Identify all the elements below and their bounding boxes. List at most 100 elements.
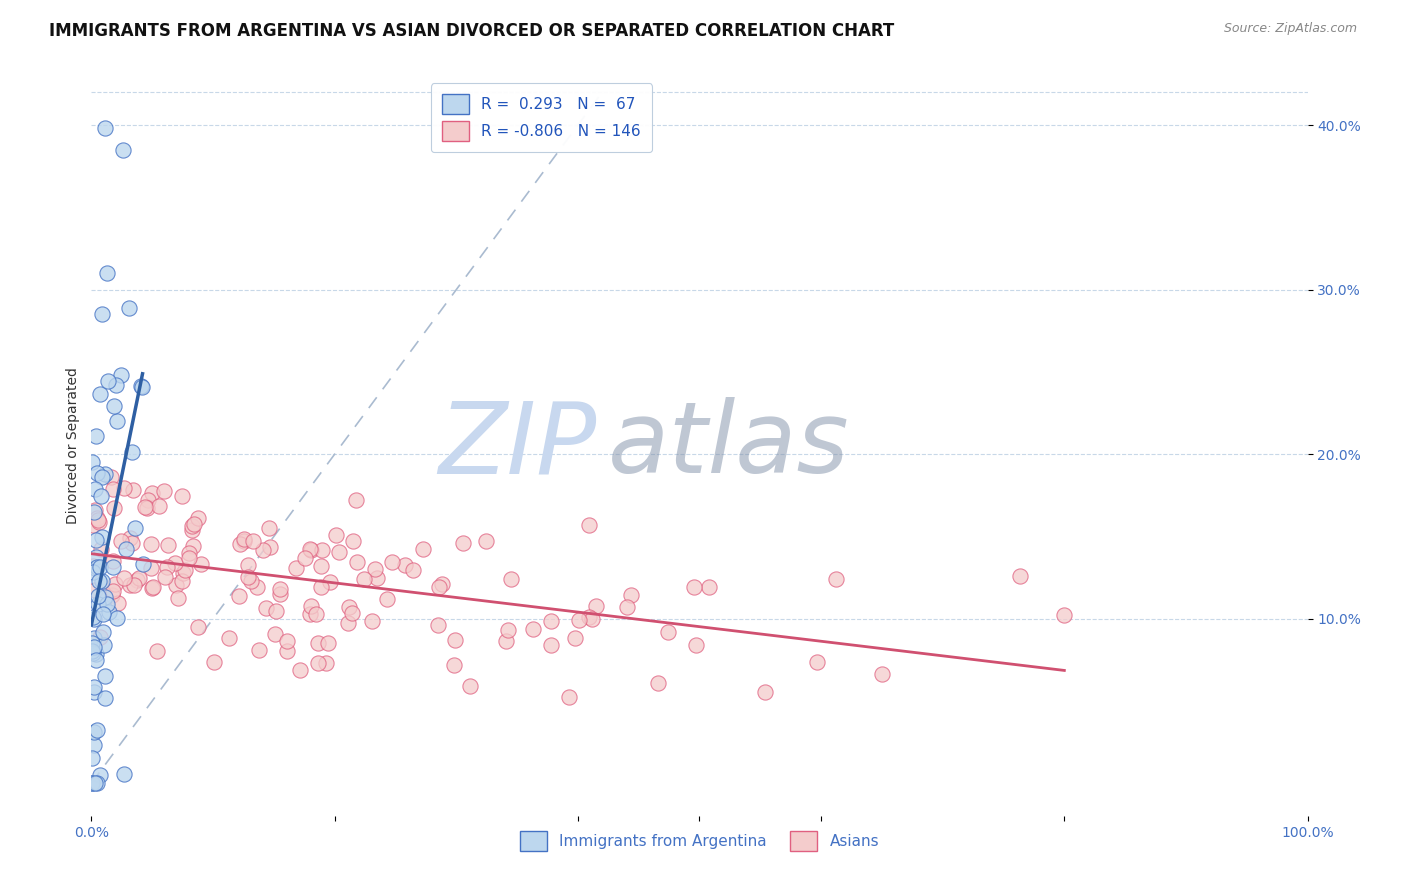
Point: [82, 609, 104, 624]
Point: [98, 605, 121, 619]
Point: [89, 515, 111, 529]
Point: [80, 750, 103, 764]
Point: [430, 577, 453, 591]
Point: [166, 591, 188, 605]
Point: [311, 543, 333, 558]
Point: [83, 583, 105, 598]
Text: Source: ZipAtlas.com: Source: ZipAtlas.com: [1223, 22, 1357, 36]
Point: [585, 599, 607, 613]
Point: [443, 657, 465, 672]
Point: [754, 685, 776, 699]
Point: [307, 656, 329, 670]
Point: [107, 414, 129, 428]
Point: [616, 600, 638, 615]
Point: [346, 555, 368, 569]
Point: [86, 466, 108, 480]
Point: [87, 597, 110, 611]
Point: [125, 573, 148, 587]
Point: [136, 493, 159, 508]
Point: [112, 571, 135, 585]
Point: [259, 540, 281, 554]
Point: [402, 563, 425, 577]
Point: [187, 620, 209, 634]
Point: [117, 301, 139, 315]
Point: [340, 606, 363, 620]
Point: [264, 626, 287, 640]
Point: [315, 657, 337, 671]
Point: [93, 638, 115, 652]
Text: atlas: atlas: [609, 398, 849, 494]
Point: [107, 596, 129, 610]
Point: [94, 121, 117, 136]
Point: [87, 574, 110, 588]
Point: [190, 557, 212, 571]
Point: [124, 521, 146, 535]
Point: [84, 653, 107, 667]
Point: [94, 669, 117, 683]
Point: [697, 580, 720, 594]
Point: [94, 590, 117, 604]
Point: [80, 776, 103, 790]
Point: [1053, 608, 1076, 623]
Point: [86, 511, 108, 525]
Point: [475, 533, 498, 548]
Point: [180, 523, 202, 537]
Point: [82, 776, 104, 790]
Point: [101, 554, 124, 568]
Point: [581, 612, 603, 626]
Point: [129, 379, 152, 393]
Point: [269, 582, 291, 596]
Point: [522, 622, 544, 636]
Legend: Immigrants from Argentina, Asians: Immigrants from Argentina, Asians: [513, 825, 886, 856]
Point: [122, 578, 145, 592]
Point: [316, 636, 339, 650]
Point: [361, 614, 384, 628]
Point: [115, 541, 138, 556]
Point: [228, 590, 250, 604]
Point: [172, 566, 194, 580]
Point: [156, 538, 179, 552]
Point: [141, 581, 163, 595]
Point: [305, 607, 328, 621]
Point: [91, 307, 114, 321]
Point: [86, 550, 108, 565]
Text: IMMIGRANTS FROM ARGENTINA VS ASIAN DIVORCED OR SEPARATED CORRELATION CHART: IMMIGRANTS FROM ARGENTINA VS ASIAN DIVOR…: [49, 22, 894, 40]
Point: [128, 571, 150, 585]
Point: [319, 574, 342, 589]
Point: [290, 664, 312, 678]
Point: [86, 560, 108, 574]
Point: [337, 615, 360, 630]
Point: [299, 543, 322, 558]
Point: [89, 630, 111, 644]
Point: [427, 580, 450, 594]
Point: [366, 571, 388, 585]
Point: [136, 501, 159, 516]
Point: [170, 489, 193, 503]
Point: [86, 647, 108, 661]
Point: [97, 374, 120, 388]
Point: [122, 483, 145, 498]
Point: [84, 429, 107, 443]
Point: [309, 559, 332, 574]
Point: [564, 631, 586, 645]
Point: [181, 539, 204, 553]
Point: [183, 517, 205, 532]
Point: [82, 636, 104, 650]
Point: [86, 723, 108, 737]
Point: [257, 521, 280, 535]
Point: [89, 560, 111, 574]
Point: [299, 599, 322, 614]
Point: [540, 615, 562, 629]
Point: [104, 377, 127, 392]
Point: [170, 574, 193, 588]
Point: [498, 623, 520, 637]
Point: [96, 266, 118, 280]
Point: [233, 533, 256, 548]
Point: [381, 555, 404, 569]
Point: [458, 679, 481, 693]
Point: [83, 640, 105, 654]
Point: [93, 467, 115, 482]
Point: [325, 528, 347, 542]
Point: [806, 655, 828, 669]
Point: [84, 502, 107, 516]
